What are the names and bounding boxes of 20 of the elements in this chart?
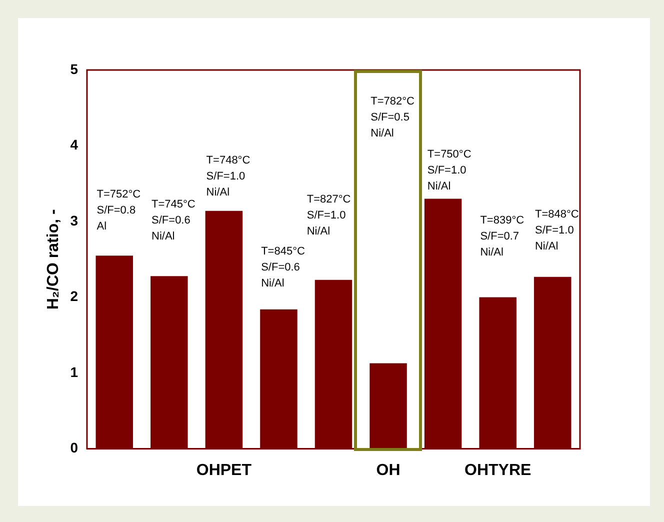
annotation: T=848°C S/F=1.0 Ni/Al xyxy=(534,208,579,253)
y-tick-label: 4 xyxy=(70,136,78,153)
bar xyxy=(370,363,407,449)
y-tick-label: 3 xyxy=(70,212,78,228)
x-tick-label: OHTYRE xyxy=(464,462,532,479)
annotation: T=748°C S/F=1.0 Ni/Al xyxy=(206,154,250,199)
y-axis-title: H₂/CO ratio, - xyxy=(45,209,62,310)
annotation: T=745°C S/F=0.6 Ni/Al xyxy=(152,198,196,243)
annotation: T=827°C S/F=1.0 Ni/Al xyxy=(306,194,351,238)
annotation: T=782°C S/F=0.5 Ni/Al xyxy=(370,96,415,140)
y-tick-label: 2 xyxy=(70,288,78,304)
x-tick-label: OHPET xyxy=(196,462,252,479)
annotation: T=839°C S/F=0.7 Ni/Al xyxy=(480,214,524,259)
annotation: T=845°C S/F=0.6 Ni/Al xyxy=(261,246,305,290)
y-tick-label: 1 xyxy=(70,364,78,380)
y-tick-label: 5 xyxy=(70,60,78,77)
annotation: T=752°C S/F=0.8 Al xyxy=(96,188,141,233)
x-tick-label: OH xyxy=(376,462,400,479)
y-tick-label: 0 xyxy=(70,440,78,456)
annotation: T=750°C S/F=1.0 Ni/Al xyxy=(427,148,472,193)
